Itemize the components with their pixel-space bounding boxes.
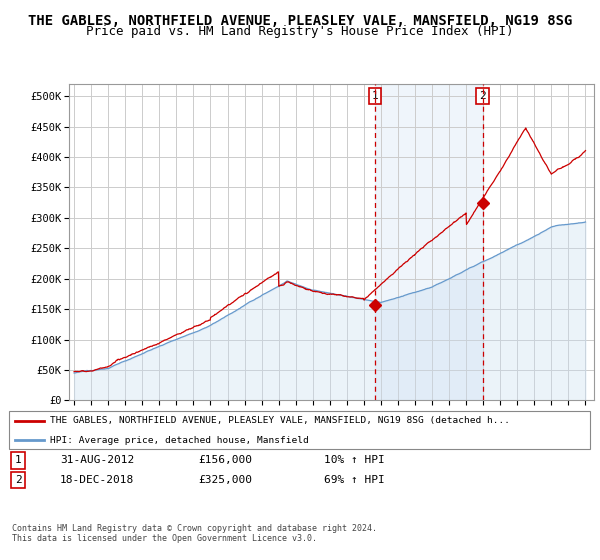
Bar — [375, 84, 482, 400]
Text: 18-DEC-2018: 18-DEC-2018 — [60, 475, 134, 485]
Text: 31-AUG-2012: 31-AUG-2012 — [60, 455, 134, 465]
Text: 2: 2 — [479, 91, 486, 101]
Text: Contains HM Land Registry data © Crown copyright and database right 2024.
This d: Contains HM Land Registry data © Crown c… — [12, 524, 377, 543]
Text: 1: 1 — [372, 91, 379, 101]
Text: THE GABLES, NORTHFIELD AVENUE, PLEASLEY VALE, MANSFIELD, NG19 8SG (detached h...: THE GABLES, NORTHFIELD AVENUE, PLEASLEY … — [50, 416, 510, 425]
Text: £156,000: £156,000 — [198, 455, 252, 465]
Text: THE GABLES, NORTHFIELD AVENUE, PLEASLEY VALE, MANSFIELD, NG19 8SG: THE GABLES, NORTHFIELD AVENUE, PLEASLEY … — [28, 14, 572, 28]
Text: 1: 1 — [14, 455, 22, 465]
Text: £325,000: £325,000 — [198, 475, 252, 485]
Text: Price paid vs. HM Land Registry's House Price Index (HPI): Price paid vs. HM Land Registry's House … — [86, 25, 514, 38]
FancyBboxPatch shape — [9, 411, 590, 449]
Text: HPI: Average price, detached house, Mansfield: HPI: Average price, detached house, Mans… — [50, 436, 309, 445]
Text: 10% ↑ HPI: 10% ↑ HPI — [324, 455, 385, 465]
Text: 69% ↑ HPI: 69% ↑ HPI — [324, 475, 385, 485]
Text: 2: 2 — [14, 475, 22, 485]
